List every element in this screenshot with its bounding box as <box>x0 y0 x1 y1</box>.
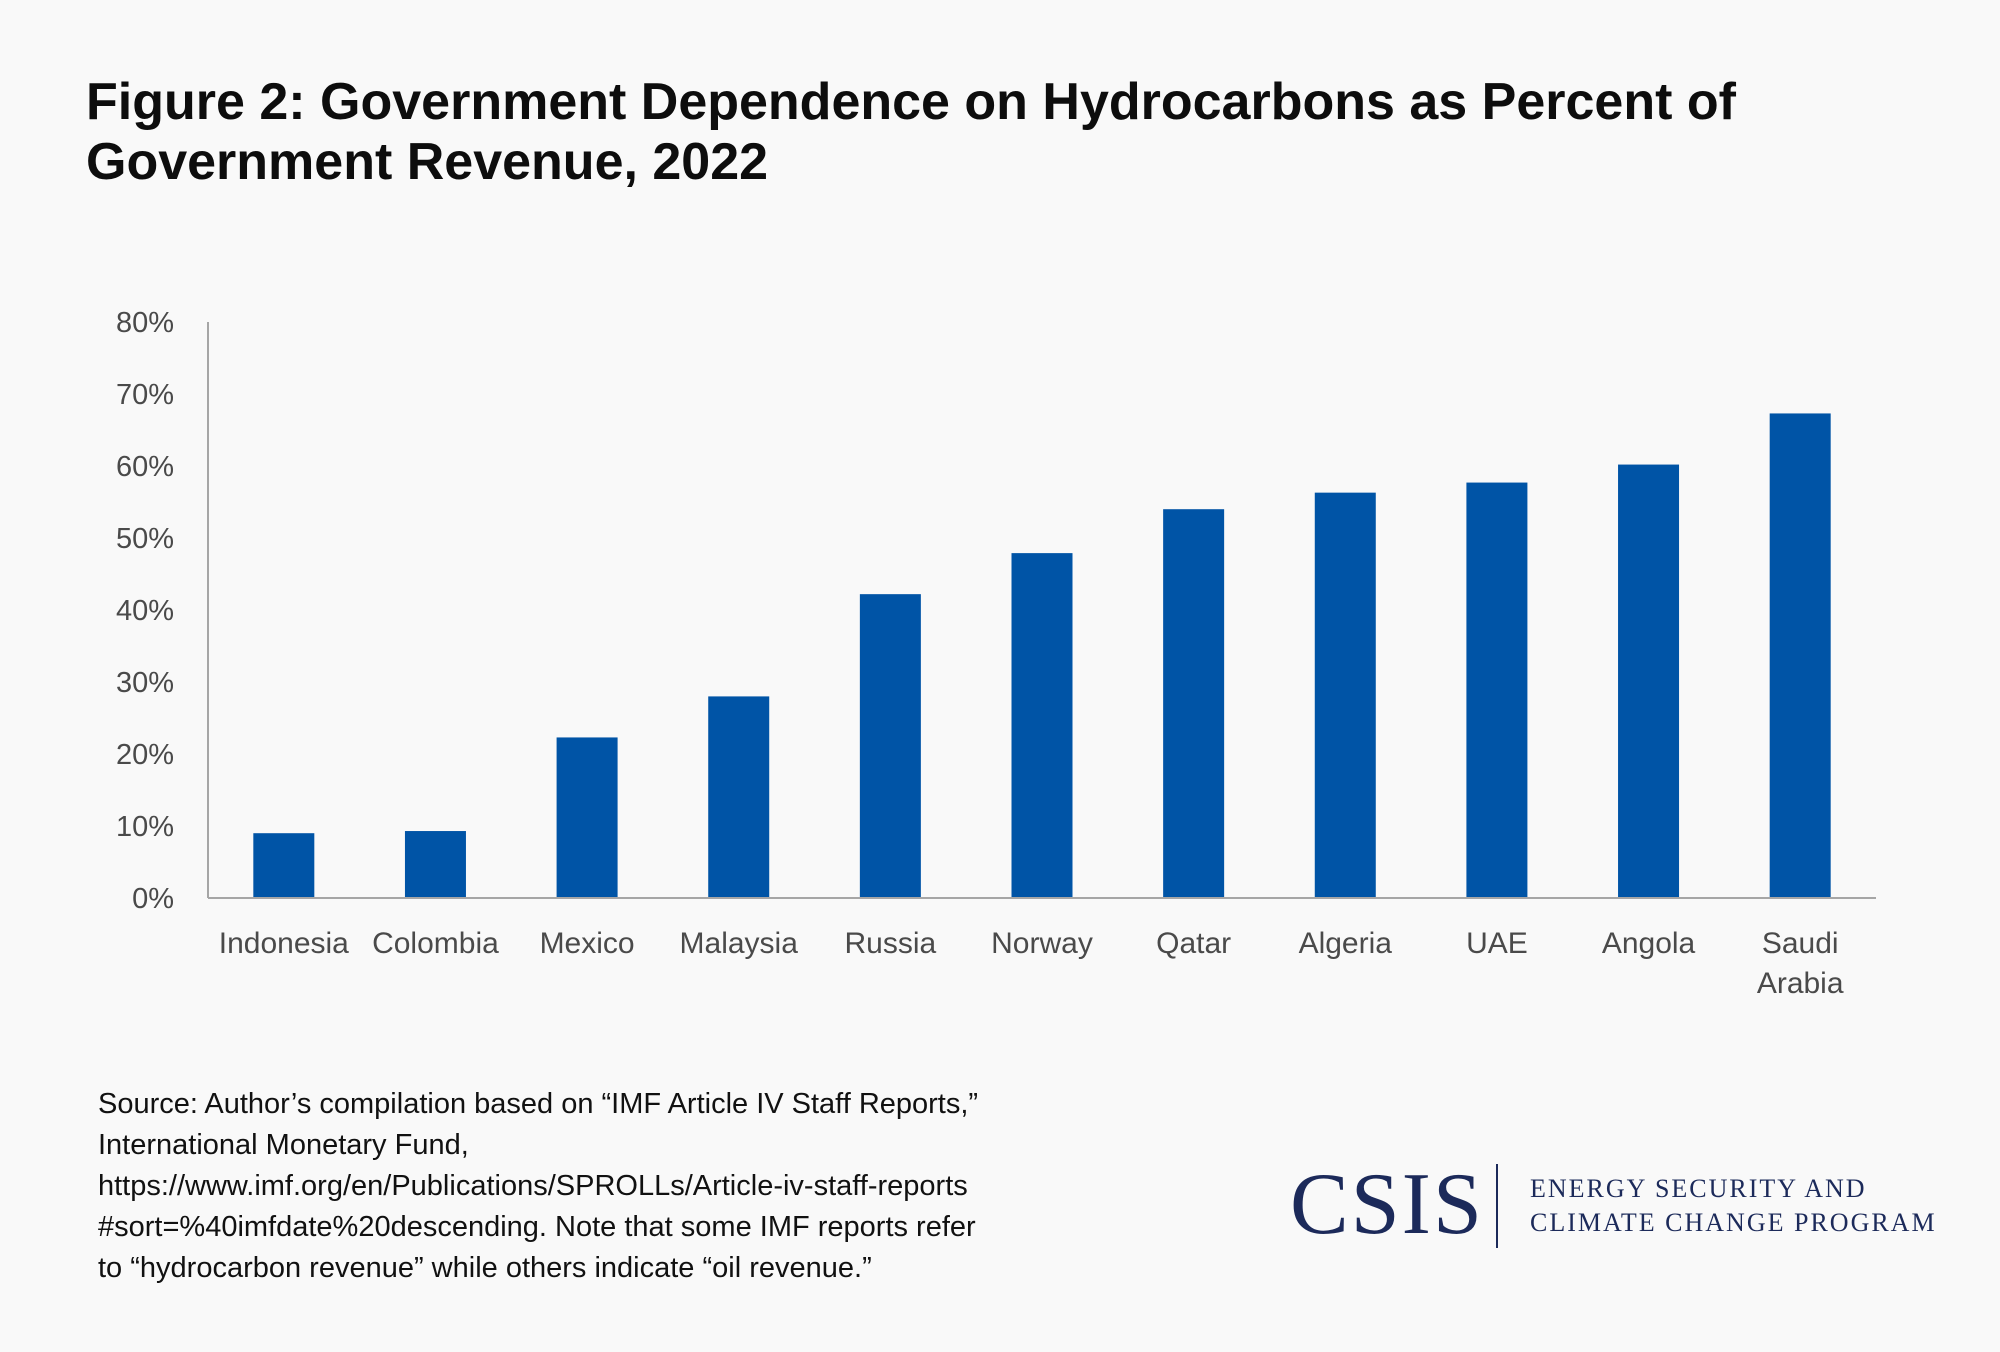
x-tick-label: Qatar <box>1156 927 1231 960</box>
y-tick-label: 40% <box>116 595 174 627</box>
bar-russia <box>859 594 921 898</box>
chart-title-line-2: Government Revenue, 2022 <box>86 133 769 191</box>
csis-wordmark: CSIS <box>1290 1156 1484 1253</box>
logo-divider <box>1496 1164 1498 1248</box>
x-tick-label: Algeria <box>1299 927 1393 960</box>
bar-colombia <box>404 831 466 898</box>
x-tick-label: Russia <box>845 927 937 960</box>
bar-malaysia <box>708 696 770 898</box>
bar-uae <box>1466 482 1528 898</box>
source-note: Source: Author’s compilation based on “I… <box>98 1084 1138 1289</box>
chart-title: Figure 2: Government Dependence on Hydro… <box>86 72 1906 192</box>
y-tick-label: 70% <box>116 379 174 411</box>
y-tick-label: 20% <box>116 739 174 771</box>
csis-logo: CSIS ENERGY SECURITY AND CLIMATE CHANGE … <box>1290 1160 1940 1250</box>
x-tick-label: Angola <box>1602 927 1696 960</box>
x-tick-label: Malaysia <box>680 927 799 960</box>
bar-algeria <box>1314 492 1376 898</box>
program-name-line-1: ENERGY SECURITY AND <box>1530 1174 1867 1203</box>
source-line: #sort=%40imfdate%20descending. Note that… <box>98 1211 976 1243</box>
source-line: International Monetary Fund, <box>98 1129 469 1161</box>
y-tick-label: 60% <box>116 451 174 483</box>
bar-norway <box>1011 553 1073 898</box>
x-tick-label: Saudi Arabia <box>1757 927 1844 1000</box>
program-name: ENERGY SECURITY AND CLIMATE CHANGE PROGR… <box>1530 1172 1937 1240</box>
chart-title-line-1: Figure 2: Government Dependence on Hydro… <box>86 73 1736 131</box>
x-tick-label: Mexico <box>540 927 635 960</box>
bars <box>253 413 1831 898</box>
source-link-line[interactable]: https://www.imf.org/en/Publications/SPRO… <box>98 1170 968 1202</box>
x-tick-label: UAE <box>1466 927 1528 960</box>
x-tick-label: Colombia <box>372 927 499 960</box>
x-tick-label: Indonesia <box>219 927 349 960</box>
bar-mexico <box>556 737 618 898</box>
y-tick-label: 80% <box>116 307 174 339</box>
x-axis-labels: Indonesia Colombia Mexico Malaysia Russia Nor… <box>219 927 1844 1000</box>
y-tick-label: 0% <box>132 883 174 915</box>
bar-qatar <box>1163 509 1225 898</box>
bar-indonesia <box>253 833 315 898</box>
y-axis-ticks: 0% 10% 20% 30% 40% 50% 60% 70% 80% <box>116 307 174 915</box>
y-tick-label: 30% <box>116 667 174 699</box>
y-tick-label: 50% <box>116 523 174 555</box>
source-line: to “hydrocarbon revenue” while others in… <box>98 1252 872 1284</box>
program-name-line-2: CLIMATE CHANGE PROGRAM <box>1530 1208 1937 1237</box>
y-tick-label: 10% <box>116 811 174 843</box>
bar-angola <box>1618 464 1680 898</box>
bar-saudi-arabia <box>1769 413 1831 898</box>
source-line: Source: Author’s compilation based on “I… <box>98 1088 979 1120</box>
x-tick-label: Norway <box>991 927 1093 960</box>
